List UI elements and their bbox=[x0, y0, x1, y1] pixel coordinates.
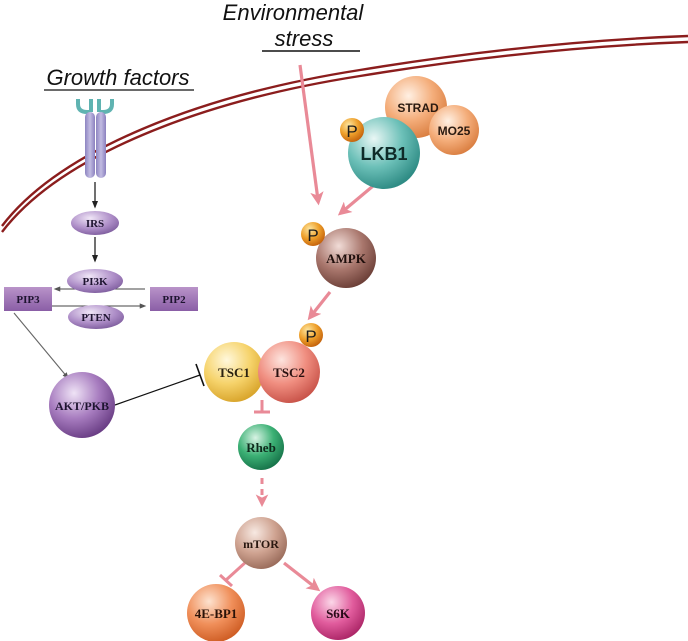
inhibit-mtor-to-4ebp1 bbox=[224, 559, 249, 582]
inhibit-akt-to-tsc1 bbox=[114, 374, 201, 406]
node-4e-bp1-label: 4E-BP1 bbox=[195, 606, 238, 621]
arrow-stress-to-ampk bbox=[298, 64, 324, 206]
node-mtor-label: mTOR bbox=[243, 537, 279, 551]
growth-factors-text: Growth factors bbox=[46, 65, 189, 90]
arrow-mtor-to-s6k bbox=[283, 561, 321, 592]
node-lkb1-label: LKB1 bbox=[360, 144, 407, 164]
node-tsc2-label: TSC2 bbox=[273, 365, 305, 380]
node-tsc1: TSC1 bbox=[204, 342, 264, 402]
node-pip2-label: PIP2 bbox=[162, 294, 186, 306]
node-pi3k: PI3K bbox=[67, 269, 123, 293]
inhibit-bar-akt bbox=[195, 363, 205, 387]
node-mtor: mTOR bbox=[235, 517, 287, 569]
phospho-lkb1-icon: P bbox=[340, 118, 364, 142]
arrow-lkb1-to-ampk bbox=[337, 184, 375, 216]
environmental-stress-line2: stress bbox=[275, 26, 334, 51]
node-strad-label: STRAD bbox=[397, 101, 439, 115]
growth-factors-label: Growth factors bbox=[44, 65, 194, 91]
node-ampk: AMPK bbox=[316, 228, 376, 288]
node-pip3: PIP3 bbox=[4, 287, 52, 311]
inhibit-bar-mtor bbox=[218, 573, 234, 588]
node-rheb: Rheb bbox=[238, 424, 284, 470]
node-pip3-label: PIP3 bbox=[16, 294, 40, 306]
environmental-stress-label: Environmental stress bbox=[223, 0, 365, 52]
node-mo25: MO25 bbox=[429, 105, 479, 155]
phospho-ampk-label: P bbox=[307, 226, 318, 245]
stress-pathway-arrows bbox=[218, 64, 375, 592]
node-pten: PTEN bbox=[68, 305, 124, 329]
phospho-tsc2-icon: P bbox=[299, 323, 323, 347]
node-ampk-label: AMPK bbox=[326, 251, 367, 266]
growth-factor-receptor-icon bbox=[76, 99, 114, 178]
node-irs: IRS bbox=[71, 211, 119, 235]
node-mo25-label: MO25 bbox=[438, 124, 471, 138]
node-s6k-label: S6K bbox=[326, 606, 351, 621]
node-pten-label: PTEN bbox=[81, 312, 110, 324]
node-pip2: PIP2 bbox=[150, 287, 198, 311]
cell-membrane bbox=[1, 34, 688, 233]
phospho-lkb1-label: P bbox=[346, 122, 357, 141]
arrow-pip3-to-akt bbox=[13, 312, 69, 380]
node-irs-label: IRS bbox=[86, 218, 104, 230]
arrow-ampk-to-tsc2 bbox=[307, 291, 332, 321]
node-4e-bp1: 4E-BP1 bbox=[187, 584, 245, 641]
node-tsc2: TSC2 bbox=[258, 341, 320, 403]
environmental-stress-line1: Environmental bbox=[223, 0, 365, 25]
node-akt-pkb-label: AKT/PKB bbox=[55, 399, 109, 413]
node-rheb-label: Rheb bbox=[246, 440, 276, 455]
node-pi3k-label: PI3K bbox=[82, 276, 108, 288]
phospho-tsc2-label: P bbox=[305, 327, 316, 346]
node-akt-pkb: AKT/PKB bbox=[49, 372, 115, 438]
node-lkb1: LKB1 bbox=[348, 117, 420, 189]
node-tsc1-label: TSC1 bbox=[218, 365, 250, 380]
node-s6k: S6K bbox=[311, 586, 365, 640]
phospho-ampk-icon: P bbox=[301, 222, 325, 246]
